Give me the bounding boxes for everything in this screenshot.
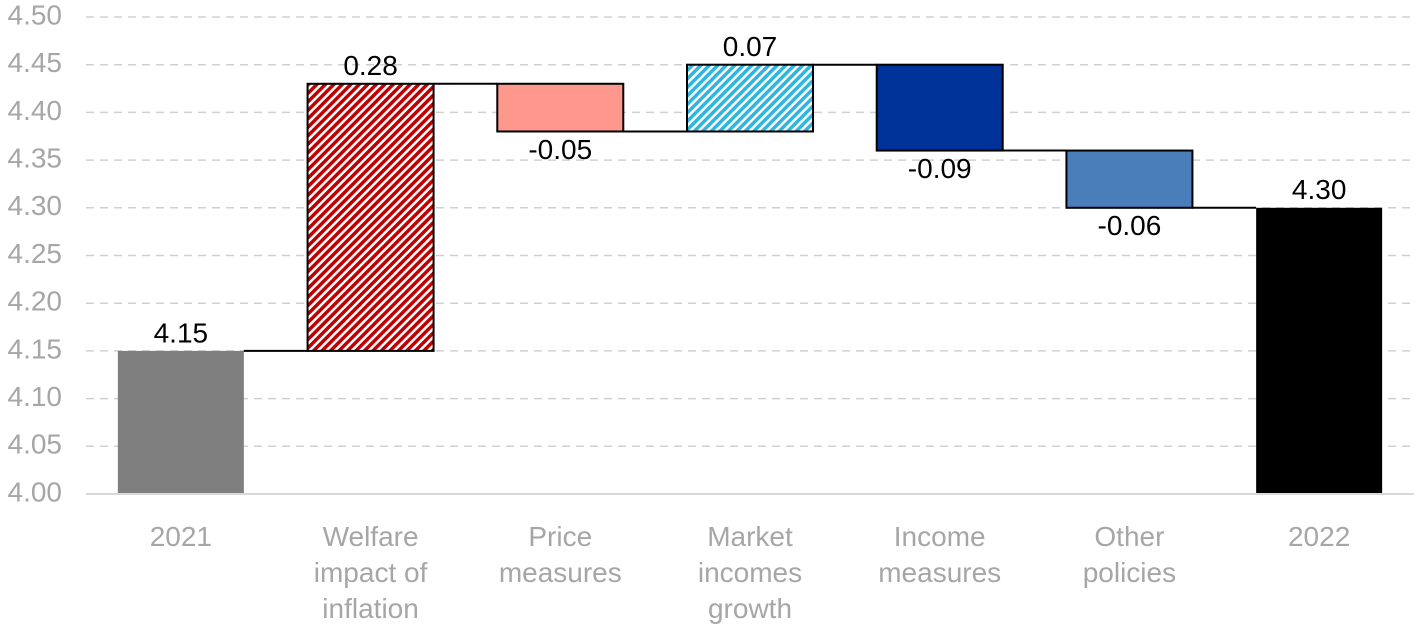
y-tick-label: 4.50	[8, 0, 63, 30]
bar	[875, 63, 1004, 152]
bar	[306, 82, 435, 352]
value-label: 0.28	[343, 50, 398, 81]
value-label: -0.09	[908, 153, 972, 184]
y-tick-label: 4.10	[8, 381, 63, 412]
y-tick-label: 4.45	[8, 47, 63, 78]
x-tick-label: Market incomes growth	[697, 521, 803, 624]
bar	[1065, 149, 1194, 209]
value-label: -0.05	[528, 134, 592, 165]
value-label: 4.30	[1292, 174, 1347, 205]
y-tick-label: 4.40	[8, 95, 63, 126]
bar	[496, 82, 625, 133]
bar	[686, 63, 814, 133]
x-tick-label: Welfare impact of inflation	[313, 521, 428, 624]
y-tick-label: 4.30	[8, 190, 63, 221]
value-label: -0.06	[1098, 210, 1162, 241]
y-tick-label: 4.00	[8, 476, 63, 507]
value-label: 0.07	[723, 31, 778, 62]
y-tick-label: 4.20	[8, 286, 63, 317]
value-label: 4.15	[154, 317, 209, 348]
y-tick-label: 4.15	[8, 333, 63, 364]
x-tick-label: 2021	[149, 521, 212, 552]
x-tick-label: 2022	[1287, 521, 1351, 552]
x-tick-label: Income measures	[878, 521, 1002, 588]
bar	[117, 350, 244, 494]
x-tick-label: Other policies	[1082, 521, 1177, 588]
bar	[1256, 207, 1383, 495]
x-tick-label: Price measures	[498, 521, 622, 588]
y-tick-label: 4.25	[8, 238, 63, 269]
y-tick-label: 4.35	[8, 142, 63, 173]
y-tick-label: 4.05	[8, 429, 63, 460]
